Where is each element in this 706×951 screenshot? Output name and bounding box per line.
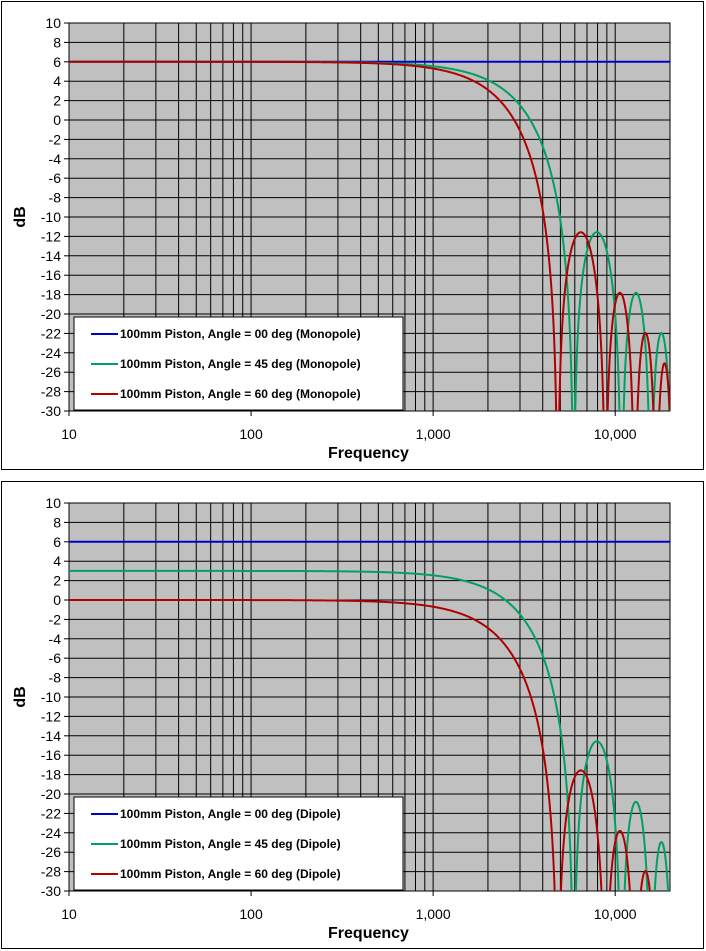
dipole-ytick-label: -4	[49, 631, 62, 647]
monopole-xtick-label: 10,000	[594, 426, 637, 442]
monopole-legend-entry: 100mm Piston, Angle = 00 deg (Monopole)	[120, 327, 361, 341]
dipole-xtick-label: 10,000	[594, 906, 637, 922]
dipole-xtick-label: 1,000	[416, 906, 451, 922]
monopole-ytick-label: 0	[53, 112, 61, 128]
dipole-plot-border	[68, 502, 671, 892]
monopole-ytick-label: 2	[53, 93, 61, 109]
chart-dipole: -30 -28 -26 -24 -22 -20 -18 -16 -14 -12 -10 -8 -6 -4-…	[1, 481, 704, 949]
chart-monopole-svg: -30-28-26-24-22-20-18-16-14-12-10-8-6-4-…	[12, 15, 671, 462]
dipole-ytick-label: -20	[41, 786, 61, 802]
monopole-series-line-2	[69, 60, 670, 411]
monopole-xtick-label: 10	[61, 426, 77, 442]
monopole-ytick-label: -18	[41, 287, 61, 303]
dipole-x-axis-title: Frequency	[328, 925, 409, 942]
monopole-legend-box	[73, 316, 404, 411]
dipole-legend-entry: 100mm Piston, Angle = 45 deg (Dipole)	[120, 837, 341, 851]
monopole-ytick-label: -24	[41, 345, 61, 361]
monopole-ytick-label: -4	[49, 151, 62, 167]
monopole-legend-entry: 100mm Piston, Angle = 45 deg (Monopole)	[120, 357, 361, 371]
dipole-ytick-label: -22	[41, 805, 61, 821]
monopole-ytick-label: -16	[41, 267, 61, 283]
monopole-ytick-label: -30	[41, 403, 61, 419]
dipole-legend-entry: 100mm Piston, Angle = 00 deg (Dipole)	[120, 807, 341, 821]
monopole-ytick-label: -8	[49, 190, 62, 206]
monopole-ytick-label: -26	[41, 364, 61, 380]
monopole-ytick-label: -6	[49, 170, 62, 186]
dipole-ytick-label: 4	[53, 553, 61, 569]
monopole-ytick-label: -28	[41, 384, 61, 400]
monopole-x-axis-title: Frequency	[328, 445, 409, 462]
monopole-ytick-label: -12	[41, 228, 61, 244]
monopole-ytick-label: -14	[41, 248, 61, 264]
dipole-ytick-label: -14	[41, 728, 61, 744]
monopole-ytick-label: -20	[41, 306, 61, 322]
monopole-ytick-label: -10	[41, 209, 61, 225]
dipole-ytick-label: 2	[53, 573, 61, 589]
dipole-ytick-label: -24	[41, 825, 61, 841]
dipole-ytick-label: 6	[53, 534, 61, 550]
monopole-legend: 100mm Piston, Angle = 00 deg (Monopole) 1…	[73, 316, 404, 411]
chart-monopole: -30 -28 -26 -24 -22 -20 -18 -16 -14 -12 -10 -8 -6 -4-…	[1, 1, 704, 470]
dipole-legend-entry: 100mm Piston, Angle = 60 deg (Dipole)	[120, 867, 341, 881]
dipole-ytick-label: 10	[45, 495, 61, 511]
monopole-ytick-label: -2	[49, 131, 62, 147]
monopole-xtick-label: 1,000	[416, 426, 451, 442]
monopole-legend-entry: 100mm Piston, Angle = 60 deg (Monopole)	[120, 387, 361, 401]
monopole-plot-border	[68, 22, 671, 412]
monopole-ytick-label: 6	[53, 54, 61, 70]
dipole-ytick-label: -10	[41, 689, 61, 705]
dipole-ytick-label: -26	[41, 844, 61, 860]
dipole-y-axis-title: dB	[12, 686, 29, 707]
dipole-xtick-label: 10	[61, 906, 77, 922]
monopole-xtick-label: 100	[239, 426, 263, 442]
dipole-legend: 100mm Piston, Angle = 00 deg (Dipole) 100…	[73, 796, 404, 891]
dipole-ytick-label: -16	[41, 747, 61, 763]
dipole-series-line-2	[69, 599, 651, 891]
dipole-ytick-label: -30	[41, 883, 61, 899]
chart-dipole-svg: -30-28-26-24-22-20-18-16-14-12-10-8-6-4-…	[12, 495, 671, 942]
dipole-series-line-1	[69, 569, 670, 891]
monopole-y-axis-title: dB	[12, 206, 29, 227]
dipole-ytick-label: -28	[41, 864, 61, 880]
dipole-ytick-label: -6	[49, 650, 62, 666]
dipole-ytick-label: -2	[49, 611, 62, 627]
dipole-xtick-label: 100	[239, 906, 263, 922]
monopole-ytick-label: 4	[53, 73, 61, 89]
dipole-ytick-label: 8	[53, 514, 61, 530]
dipole-ytick-label: -18	[41, 767, 61, 783]
dipole-ytick-label: -8	[49, 670, 62, 686]
dipole-legend-box	[73, 796, 404, 891]
monopole-ytick-label: 10	[45, 15, 61, 31]
dipole-ytick-label: -12	[41, 708, 61, 724]
monopole-ytick-label: 8	[53, 34, 61, 50]
monopole-ytick-label: -22	[41, 325, 61, 341]
dipole-ytick-label: 0	[53, 592, 61, 608]
